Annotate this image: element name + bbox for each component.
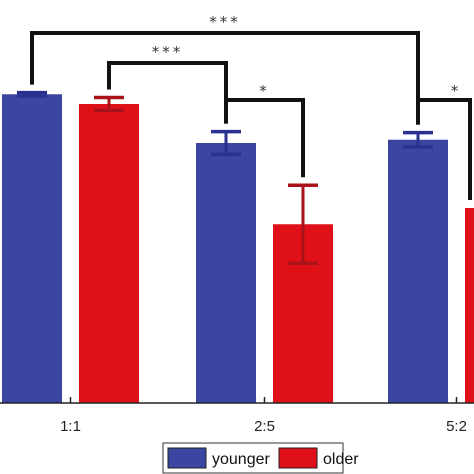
legend-item-younger: younger (167, 447, 270, 469)
legend-item-older: older (278, 447, 359, 469)
legend-label-older: older (323, 451, 359, 468)
error-bar-younger-1-1 (17, 90, 47, 98)
significance-label: *** (209, 13, 241, 31)
legend-label-younger: younger (212, 451, 270, 468)
significance-label: * (451, 82, 462, 100)
error-bars-layer (17, 90, 433, 265)
bar-older-5-2 (465, 208, 474, 403)
bar-younger-5-2 (388, 139, 448, 403)
x-axis-ticks: 1:1 2:5 5:2 (60, 397, 467, 435)
significance-bracket-2: *** (107, 43, 228, 124)
error-bar-older-2-5 (288, 183, 318, 265)
legend: younger older (162, 442, 359, 474)
bar-younger-2-5 (196, 143, 256, 403)
x-tick-label-2-5: 2:5 (254, 418, 275, 435)
error-bar-younger-2-5 (211, 129, 241, 157)
significance-bracket-4: * (416, 82, 472, 200)
x-tick-label-5-2: 5:2 (446, 418, 467, 435)
bar-younger-1-1 (2, 94, 62, 403)
bar-older-1-1 (79, 104, 139, 403)
error-bar-older-1-1 (94, 95, 124, 113)
significance-label: *** (152, 43, 184, 61)
significance-label: * (259, 82, 270, 100)
significance-layer: ******* * (30, 13, 472, 200)
error-bar-younger-5-2 (403, 130, 433, 149)
bars-layer (2, 94, 474, 403)
significance-bracket-3: * (224, 82, 305, 178)
legend-swatch-older (278, 447, 318, 469)
x-tick-label-1-1: 1:1 (60, 418, 81, 435)
significance-bracket-1: *** (30, 13, 420, 125)
legend-swatch-younger (167, 447, 207, 469)
